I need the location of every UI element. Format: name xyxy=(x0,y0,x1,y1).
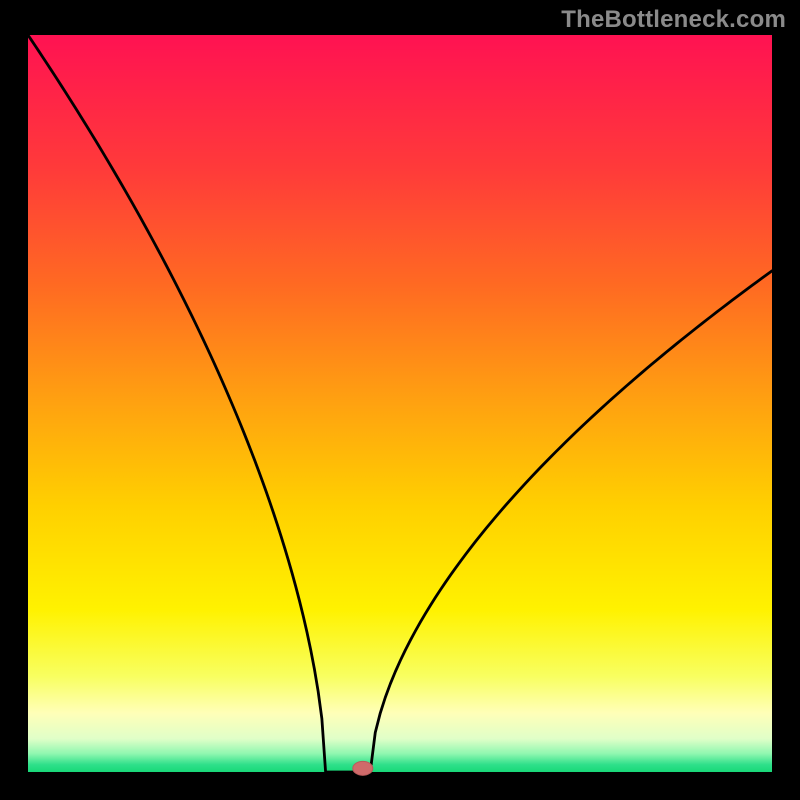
watermark-text: TheBottleneck.com xyxy=(561,6,786,34)
min-marker xyxy=(353,761,373,775)
chart-svg xyxy=(0,0,800,800)
chart-stage: TheBottleneck.com xyxy=(0,0,800,800)
